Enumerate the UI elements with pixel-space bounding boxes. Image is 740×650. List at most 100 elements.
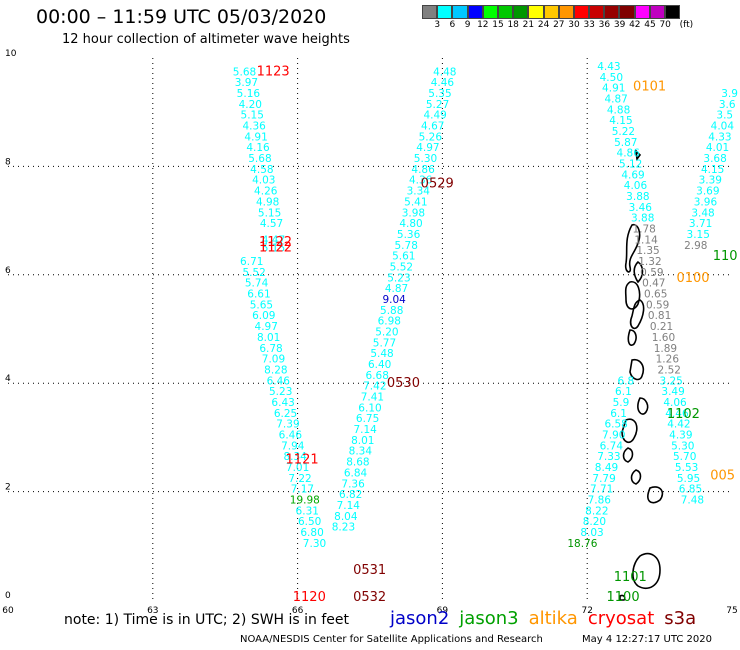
wave-height-value: 3.9 bbox=[721, 88, 738, 100]
wave-height-value: 0.65 bbox=[644, 289, 667, 301]
pass-id-label: 0100 bbox=[676, 271, 709, 286]
scale-label: (ft) bbox=[679, 20, 694, 30]
wave-height-value: 3.69 bbox=[696, 186, 719, 198]
wave-height-value: 7.48 bbox=[681, 495, 704, 507]
wave-height-value: 4.06 bbox=[663, 397, 687, 409]
satellite-legend: jason2 jason3 altika cryosat s3a bbox=[390, 608, 706, 629]
scale-swatch bbox=[482, 5, 498, 19]
wave-height-value: 7.22 bbox=[288, 473, 311, 485]
wave-height-value: 8.20 bbox=[583, 516, 606, 528]
scale-label: 39 bbox=[613, 20, 626, 30]
wave-height-value: 4.97 bbox=[255, 321, 278, 333]
maldives-coastline bbox=[619, 148, 664, 601]
atoll-outline bbox=[637, 397, 649, 415]
wave-height-value: 4.49 bbox=[423, 110, 446, 122]
wave-height-value: 4.46 bbox=[665, 408, 689, 420]
wave-height-value: 8.68 bbox=[346, 457, 369, 469]
wave-height-value: 19.98 bbox=[290, 495, 320, 507]
wave-height-value: 6.8 bbox=[617, 375, 634, 387]
wave-height-value: 6.71 bbox=[240, 256, 263, 268]
atoll-outline bbox=[624, 281, 641, 310]
atoll-outline bbox=[629, 358, 645, 381]
wave-height-value: 5.35 bbox=[428, 88, 451, 100]
map-subtitle: 12 hour collection of altimeter wave hei… bbox=[62, 32, 350, 47]
wave-height-value: 4.97 bbox=[416, 142, 439, 154]
scale-label: 3 bbox=[434, 20, 441, 30]
wave-height-value: 7.33 bbox=[597, 451, 620, 463]
scale-swatch bbox=[422, 5, 438, 19]
wave-height-value: 4.01 bbox=[706, 142, 729, 154]
x-tick-label: 69 bbox=[437, 606, 449, 616]
wave-height-value: 3.25 bbox=[659, 375, 682, 387]
color-scale-legend: 3 6 9 12 15 18 21 24 27 30 33 36 39 42 45 70 (ft) bbox=[422, 5, 740, 33]
axis-ticks: 60 63 66 69 72 75 0 2 4 6 8 10 bbox=[2, 49, 737, 616]
wave-height-value: 7.39 bbox=[276, 419, 299, 431]
y-tick-label: 2 bbox=[5, 483, 11, 493]
scale-swatch bbox=[649, 5, 665, 19]
wave-height-value: 5.48 bbox=[370, 348, 393, 360]
wave-height-value: 4.47 bbox=[262, 234, 285, 246]
wave-height-value: 6.1 bbox=[610, 408, 627, 420]
wave-height-value: 1.60 bbox=[652, 332, 675, 344]
wave-height-value: 8.34 bbox=[283, 451, 307, 463]
wave-height-value: 6.68 bbox=[366, 370, 389, 382]
wave-height-value: 6.78 bbox=[259, 343, 282, 355]
atoll-outline bbox=[622, 447, 634, 463]
wave-height-value: 7.36 bbox=[341, 478, 365, 490]
wave-height-value: 3.48 bbox=[691, 207, 714, 219]
wave-height-value: 4.86 bbox=[411, 164, 435, 176]
pass-id-label: 110 bbox=[713, 249, 738, 264]
scale-label: 9 bbox=[464, 20, 471, 30]
wave-height-value: 4.48 bbox=[433, 66, 456, 78]
pass-id-label: 005 bbox=[710, 469, 735, 484]
wave-height-value: 6.31 bbox=[296, 505, 319, 517]
wave-height-value: 8.03 bbox=[580, 527, 603, 539]
scale-label: 15 bbox=[492, 20, 504, 30]
wave-height-value: 4.36 bbox=[409, 175, 433, 187]
wave-height-value: 8.23 bbox=[332, 522, 355, 534]
wave-height-value: 4.88 bbox=[607, 104, 630, 116]
wave-height-value: 4.91 bbox=[602, 83, 625, 95]
scale-label: 18 bbox=[507, 20, 519, 30]
wave-height-value: 3.98 bbox=[402, 207, 425, 219]
wave-height-value: 3.39 bbox=[699, 175, 722, 187]
generated-timestamp: May 4 12:27:17 UTC 2020 bbox=[582, 634, 712, 645]
atoll-outline bbox=[634, 148, 642, 162]
map-title: 00:00 – 11:59 UTC 05/03/2020 bbox=[36, 6, 327, 28]
wave-height-value: 6.58 bbox=[604, 419, 627, 431]
wave-height-value: 5.36 bbox=[397, 229, 421, 241]
wave-height-value: 5.16 bbox=[237, 88, 261, 100]
y-tick-label: 8 bbox=[5, 157, 11, 167]
wave-height-value: 8.04 bbox=[334, 511, 358, 523]
pass-id-label: 1101 bbox=[614, 570, 647, 585]
wave-height-value: 8.28 bbox=[264, 364, 287, 376]
wave-height-value: 3.88 bbox=[631, 213, 654, 225]
wave-height-value: 5.15 bbox=[258, 207, 281, 219]
wave-height-value: 6.1 bbox=[615, 386, 632, 398]
wave-height-value: 5.41 bbox=[404, 196, 427, 208]
wave-height-value: 7.14 bbox=[337, 500, 361, 512]
scale-label: 30 bbox=[568, 20, 580, 30]
wave-height-value: 5.61 bbox=[392, 251, 415, 263]
pass-id-label: 1123 bbox=[257, 64, 290, 79]
wave-height-value: 4.26 bbox=[254, 186, 278, 198]
wave-height-value: 6.85 bbox=[679, 484, 702, 496]
wave-height-value: 4.87 bbox=[385, 283, 408, 295]
wave-height-value: 5.95 bbox=[677, 473, 700, 485]
wave-height-value: 6.84 bbox=[344, 467, 368, 479]
wave-height-value: 18.76 bbox=[567, 538, 597, 550]
satellite-jason2: jason2 bbox=[390, 608, 450, 629]
wave-height-value: 4.80 bbox=[399, 218, 422, 230]
wave-height-value: 0.21 bbox=[650, 321, 673, 333]
wave-height-value: 3.96 bbox=[694, 196, 718, 208]
wave-height-value: 7.71 bbox=[590, 484, 613, 496]
wave-height-value: 9.04 bbox=[382, 294, 406, 306]
wave-height-value: 5.88 bbox=[380, 305, 403, 317]
wave-height-value: 4.04 bbox=[711, 121, 735, 133]
color-scale-swatches bbox=[422, 5, 740, 19]
wave-height-value: 5.26 bbox=[419, 131, 443, 143]
wave-height-value: 6.80 bbox=[300, 527, 323, 539]
wave-height-value: 1.35 bbox=[636, 245, 659, 257]
wave-height-value: 4.39 bbox=[669, 429, 692, 441]
wave-height-value: 1.78 bbox=[632, 224, 655, 236]
